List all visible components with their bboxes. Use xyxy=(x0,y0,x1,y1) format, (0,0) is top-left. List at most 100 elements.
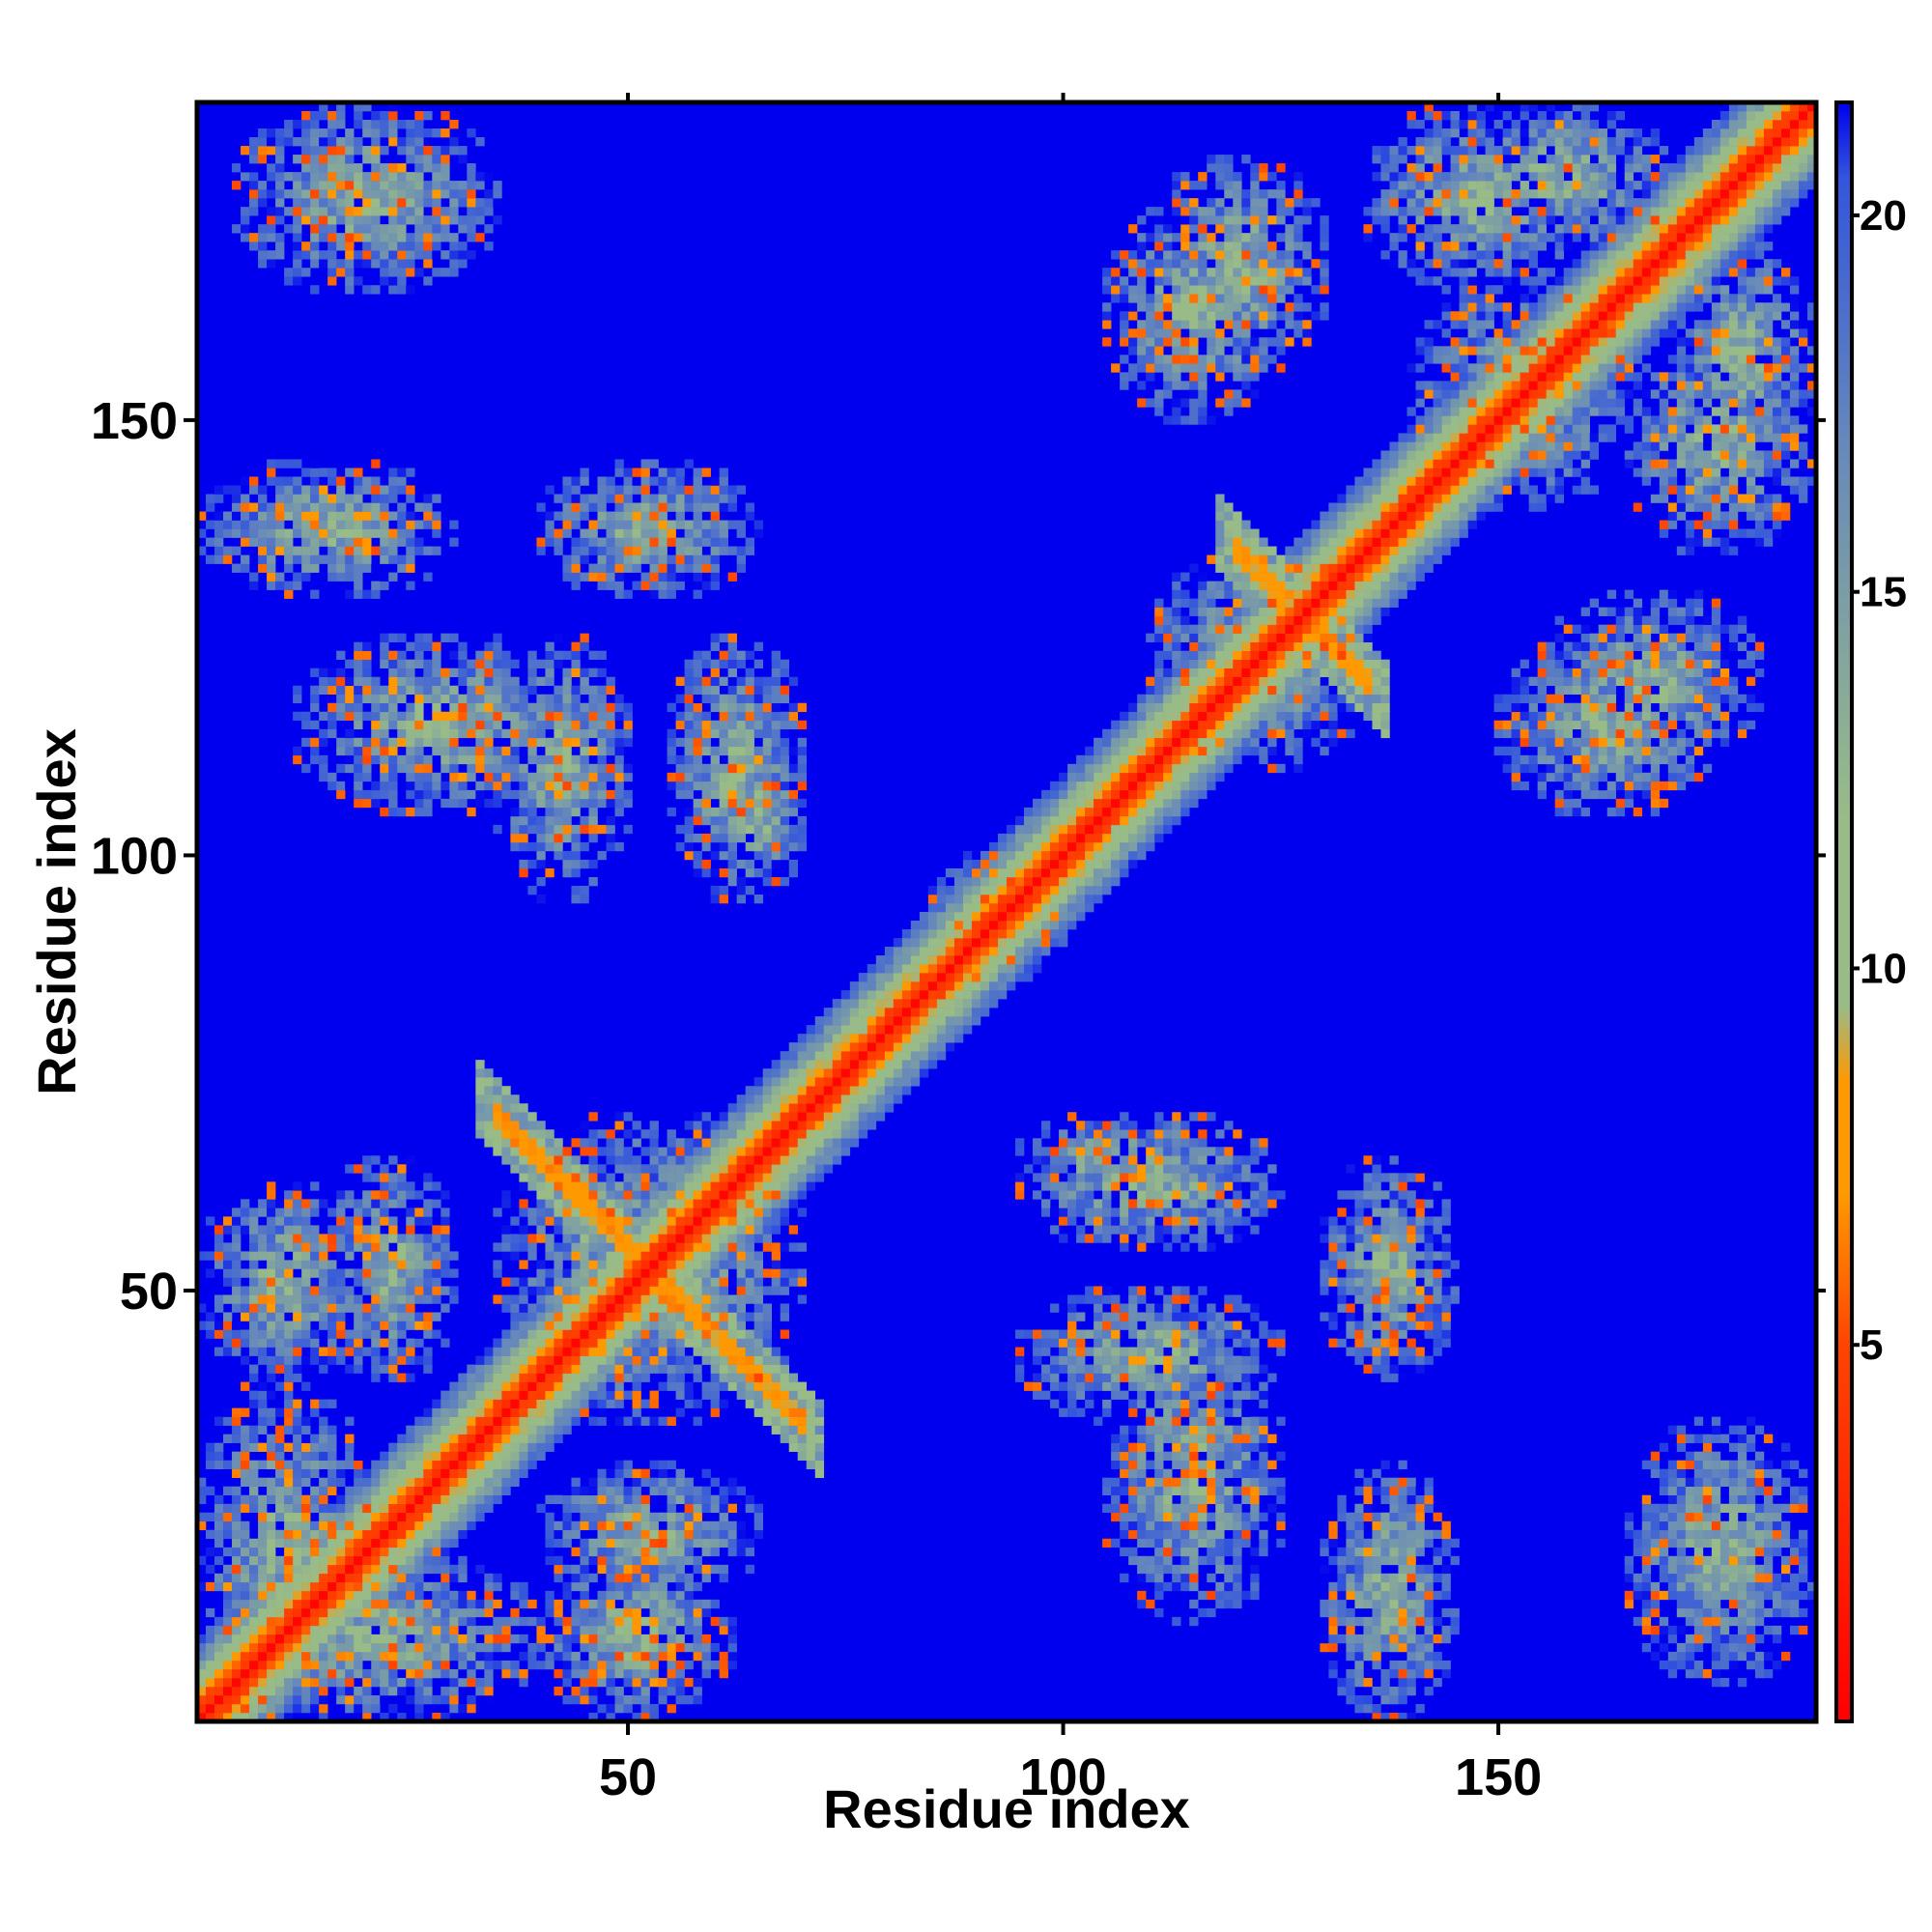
heatmap-cell xyxy=(684,1329,694,1339)
heatmap-cell xyxy=(484,1407,494,1417)
heatmap-cell xyxy=(275,459,285,469)
heatmap-cell xyxy=(293,1364,302,1374)
heatmap-cell xyxy=(701,841,711,852)
heatmap-cell xyxy=(206,1634,215,1644)
heatmap-cell xyxy=(467,1364,476,1374)
heatmap-cell xyxy=(719,1321,728,1330)
heatmap-cell xyxy=(232,1260,242,1269)
heatmap-cell xyxy=(667,1268,676,1278)
heatmap-cell xyxy=(606,1555,615,1566)
heatmap-cell xyxy=(414,798,424,809)
heatmap-cell xyxy=(736,676,746,687)
heatmap-cell xyxy=(632,1216,641,1226)
heatmap-cell xyxy=(649,1668,659,1679)
heatmap-cell xyxy=(380,1573,389,1583)
heatmap-cell xyxy=(406,1216,415,1226)
heatmap-cell xyxy=(319,155,328,164)
heatmap-cell xyxy=(371,1529,381,1540)
heatmap-cell xyxy=(614,728,624,739)
heatmap-cell xyxy=(327,1260,337,1269)
heatmap-cell xyxy=(388,285,398,295)
heatmap-cell xyxy=(510,1112,520,1122)
heatmap-cell xyxy=(414,1312,424,1321)
heatmap-cell xyxy=(327,1616,337,1627)
heatmap-cell xyxy=(432,1642,441,1653)
heatmap-cell xyxy=(571,1294,581,1304)
heatmap-cell xyxy=(475,789,485,800)
heatmap-cell xyxy=(336,1660,346,1670)
heatmap-cell xyxy=(362,207,372,216)
heatmap-cell xyxy=(414,224,424,234)
heatmap-cell xyxy=(275,1555,285,1566)
heatmap-cell xyxy=(658,572,668,582)
heatmap-cell xyxy=(545,1547,554,1557)
heatmap-cell xyxy=(293,1564,302,1575)
heatmap-cell xyxy=(606,537,615,547)
heatmap-cell xyxy=(301,1625,311,1635)
heatmap-cell xyxy=(580,781,589,791)
heatmap-cell xyxy=(623,789,633,800)
heatmap-cell xyxy=(345,172,355,182)
heatmap-cell xyxy=(710,1190,720,1200)
heatmap-cell xyxy=(519,1199,528,1208)
heatmap-cell xyxy=(701,1112,711,1122)
heatmap-cell xyxy=(275,189,285,199)
heatmap-cell xyxy=(571,668,581,678)
heatmap-cell xyxy=(475,650,485,660)
heatmap-cell xyxy=(501,1625,511,1635)
heatmap-cell xyxy=(223,485,233,495)
heatmap-cell xyxy=(197,1694,207,1705)
heatmap-cell xyxy=(484,1668,494,1679)
heatmap-cell xyxy=(440,1190,450,1200)
heatmap-cell xyxy=(414,215,424,225)
heatmap-cell xyxy=(275,1599,285,1609)
heatmap-cell xyxy=(649,1642,659,1653)
heatmap-cell xyxy=(336,485,346,495)
heatmap-cell xyxy=(449,259,459,269)
heatmap-cell xyxy=(536,1347,546,1356)
heatmap-cell xyxy=(449,702,459,713)
heatmap-cell xyxy=(510,1634,520,1644)
heatmap-cell xyxy=(753,1129,763,1139)
heatmap-cell xyxy=(693,1251,702,1261)
heatmap-cell xyxy=(571,1364,581,1374)
heatmap-cell xyxy=(745,668,754,678)
heatmap-cell xyxy=(293,476,302,486)
heatmap-cell xyxy=(484,1121,494,1130)
heatmap-cell xyxy=(649,1355,659,1365)
heatmap-cell xyxy=(275,1477,285,1488)
heatmap-cell xyxy=(493,1364,502,1374)
heatmap-cell xyxy=(406,1373,415,1382)
heatmap-cell xyxy=(554,1407,563,1417)
heatmap-cell xyxy=(475,1599,485,1609)
heatmap-cell xyxy=(640,1173,650,1182)
heatmap-cell xyxy=(345,250,355,260)
heatmap-cell xyxy=(258,1477,268,1488)
heatmap-cell xyxy=(484,198,494,208)
heatmap-cell xyxy=(493,1147,502,1156)
heatmap-cell xyxy=(675,841,685,852)
heatmap-cell xyxy=(580,1573,589,1583)
heatmap-cell xyxy=(293,1425,302,1435)
heatmap-cell xyxy=(319,1712,328,1722)
heatmap-cell xyxy=(293,1251,302,1261)
heatmap-cell xyxy=(449,250,459,260)
heatmap-cell xyxy=(327,511,337,521)
heatmap-cell xyxy=(693,1599,702,1609)
heatmap-cell xyxy=(327,224,337,234)
heatmap-cell xyxy=(301,537,311,547)
heatmap-cell xyxy=(736,1277,746,1287)
heatmap-cell xyxy=(527,1434,537,1443)
heatmap-cell xyxy=(693,676,702,687)
heatmap-cell xyxy=(371,128,381,138)
heatmap-cell xyxy=(414,1590,424,1601)
heatmap-cell xyxy=(371,1668,381,1679)
heatmap-cell xyxy=(432,659,441,668)
heatmap-cell xyxy=(693,1225,702,1235)
heatmap-cell xyxy=(380,502,389,512)
heatmap-cell xyxy=(327,468,337,477)
heatmap-cell xyxy=(710,894,720,904)
heatmap-cell xyxy=(484,172,494,182)
heatmap-cell xyxy=(414,1416,424,1426)
heatmap-cell xyxy=(380,1216,389,1226)
